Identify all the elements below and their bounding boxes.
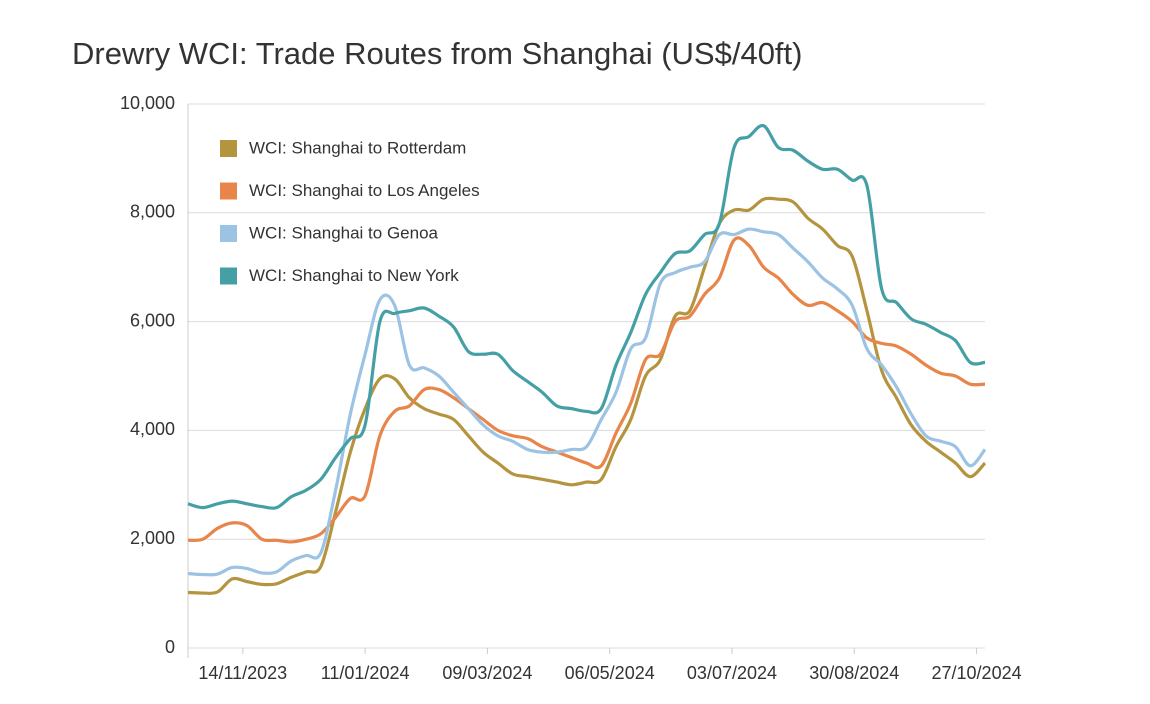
legend-swatch	[220, 182, 237, 200]
legend-swatch	[220, 225, 237, 242]
legend-label: WCI: Shanghai to Rotterdam	[249, 138, 466, 157]
series-line	[187, 123, 986, 510]
legend-label: WCI: Shanghai to Genoa	[249, 223, 439, 242]
series-line	[187, 227, 987, 577]
y-tick-label: 8,000	[130, 202, 175, 222]
series-line	[187, 236, 986, 544]
x-tick-label: 27/10/2024	[932, 663, 1022, 683]
legend-label: WCI: Shanghai to Los Angeles	[249, 181, 480, 200]
x-tick-label: 03/07/2024	[687, 663, 777, 683]
y-tick-label: 2,000	[130, 528, 175, 548]
x-tick-label: 09/03/2024	[442, 663, 532, 683]
legend-swatch	[220, 267, 237, 285]
x-tick-label: 30/08/2024	[809, 663, 899, 683]
x-tick-label: 06/05/2024	[565, 663, 655, 683]
series-line	[187, 196, 987, 595]
y-tick-label: 0	[165, 637, 175, 657]
y-tick-label: 10,000	[120, 93, 175, 113]
chart-title: Drewry WCI: Trade Routes from Shanghai (…	[72, 36, 802, 71]
legend-label: WCI: Shanghai to New York	[249, 266, 459, 285]
y-tick-label: 4,000	[130, 419, 175, 439]
y-tick-label: 6,000	[130, 310, 175, 330]
x-tick-label: 11/01/2024	[321, 663, 410, 683]
x-tick-label: 14/11/2023	[198, 663, 287, 683]
legend-swatch	[220, 140, 237, 157]
